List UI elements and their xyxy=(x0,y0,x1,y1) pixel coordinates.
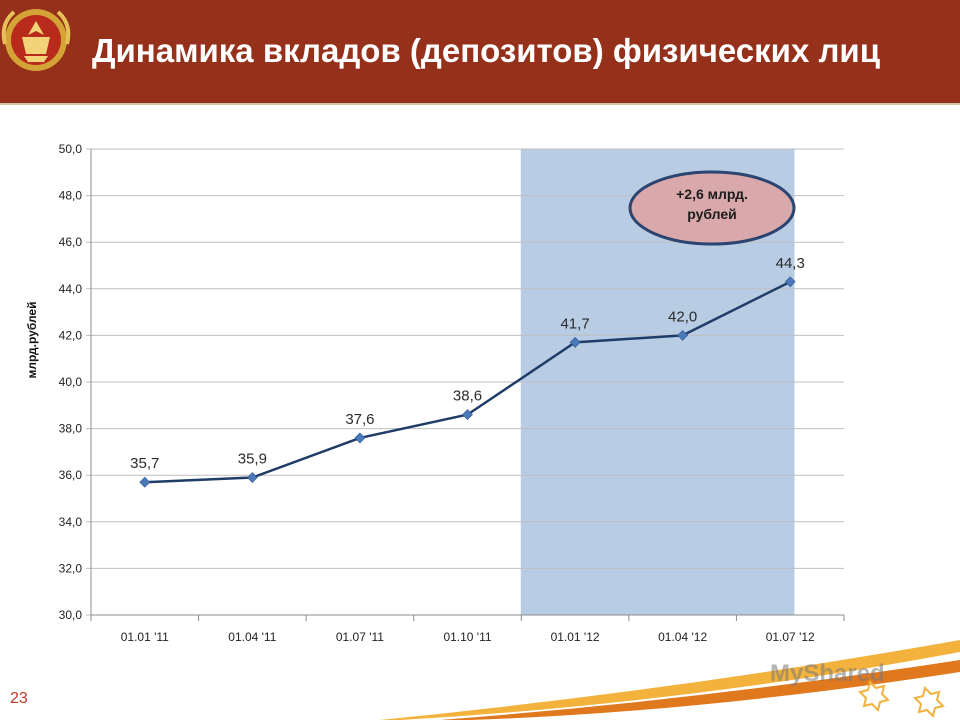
data-point xyxy=(462,409,473,421)
y-tick-label: 44,0 xyxy=(59,282,83,296)
data-point xyxy=(139,476,151,488)
data-label: 44,3 xyxy=(776,255,805,272)
coat-of-arms-icon xyxy=(1,9,71,71)
callout-ellipse xyxy=(628,170,796,246)
x-tick-label: 01.04 '11 xyxy=(228,630,276,644)
data-label: 38,6 xyxy=(453,388,482,405)
deposits-line-chart: 30,0 32,0 34,0 36,0 38,0 40,0 42,0 44,0 46,0 48,0… xyxy=(25,142,845,644)
x-tick-label: 01.04 '12 xyxy=(658,630,707,644)
data-point xyxy=(354,432,366,444)
y-tick-label: 46,0 xyxy=(59,235,83,249)
x-tick-label: 01.07 '11 xyxy=(336,630,384,644)
page-title: Динамика вкладов (депозитов) физических … xyxy=(92,32,881,69)
x-tick-label: 01.07 '12 xyxy=(766,630,815,644)
y-tick-label: 42,0 xyxy=(59,328,83,342)
data-point xyxy=(784,276,796,288)
data-point xyxy=(569,336,581,348)
y-tick-label: 40,0 xyxy=(59,375,83,389)
callout-line-1: +2,6 млрд. xyxy=(676,186,748,202)
x-tick-label: 01.01 '11 xyxy=(121,630,169,644)
data-point xyxy=(246,472,258,483)
y-tick-label: 34,0 xyxy=(59,515,83,529)
x-tick-label: 01.01 '12 xyxy=(551,630,600,644)
data-label: 37,6 xyxy=(345,411,374,428)
slide-number: 23 xyxy=(10,690,28,707)
y-tick-label: 36,0 xyxy=(59,468,83,482)
y-tick-label: 32,0 xyxy=(59,561,83,575)
data-label: 35,7 xyxy=(130,455,159,472)
watermark: MyShared xyxy=(770,660,885,687)
y-tick-label: 30,0 xyxy=(59,608,83,622)
flower-ornament-icon xyxy=(913,686,945,718)
data-point xyxy=(677,329,689,341)
data-label: 41,7 xyxy=(560,315,589,332)
y-tick-label: 48,0 xyxy=(59,189,83,203)
flower-ornament-icon xyxy=(858,680,890,712)
callout: +2,6 млрд. рублей xyxy=(628,170,796,246)
y-axis-label: млрд.рублей xyxy=(25,302,39,379)
footer-decoration xyxy=(380,640,960,720)
slide-header: Динамика вкладов (депозитов) физических … xyxy=(0,0,960,105)
data-label: 35,9 xyxy=(238,451,267,468)
callout-line-2: рублей xyxy=(687,206,737,222)
x-tick-label: 01.10 '11 xyxy=(443,630,491,644)
data-label: 42,0 xyxy=(668,308,697,325)
y-tick-label: 50,0 xyxy=(59,142,83,156)
y-tick-label: 38,0 xyxy=(59,422,83,436)
